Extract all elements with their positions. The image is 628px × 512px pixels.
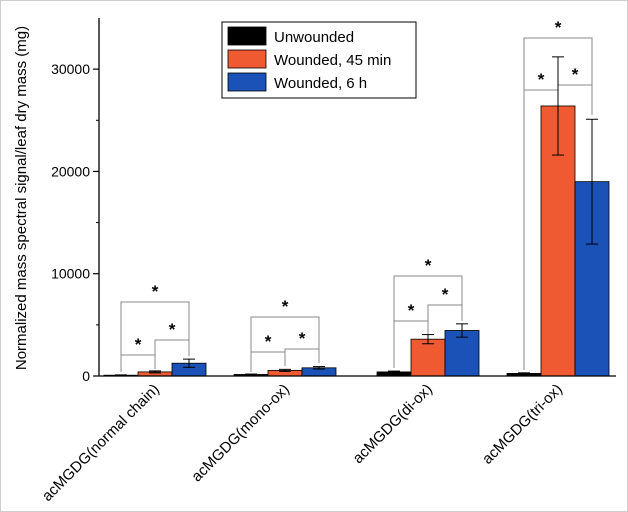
y-tick-label: 30000: [51, 61, 90, 77]
y-ticks: 0 10000 20000 30000: [51, 61, 99, 384]
legend-label: Wounded, 45 min: [274, 52, 391, 69]
significance-bracket: [523, 37, 593, 370]
significance-brackets: * * * * * * * * * * * *: [120, 18, 593, 372]
bar: [444, 330, 480, 377]
significance-star: *: [555, 18, 562, 37]
significance-star: *: [442, 285, 449, 304]
significance-bracket: [250, 316, 320, 372]
significance-bracket: [427, 304, 463, 334]
x-category-label: acMGDG(mono-ox): [188, 381, 293, 486]
y-axis-label: Normalized mass spectral signal/leaf dry…: [13, 26, 30, 370]
x-category-label: acMGDG(tri-ox): [479, 381, 566, 468]
x-category-label: acMGDG(normal chain): [39, 381, 163, 505]
y-tick-label: 20000: [51, 163, 90, 179]
axes: [98, 18, 616, 377]
y-tick-label: 0: [82, 368, 90, 384]
legend-swatch: [227, 72, 267, 92]
significance-star: *: [265, 332, 272, 351]
bars: [103, 105, 610, 377]
significance-star: *: [408, 301, 415, 320]
legend-swatch: [227, 26, 267, 46]
significance-star: *: [135, 335, 142, 354]
error-bars: [115, 56, 598, 376]
significance-star: *: [299, 329, 306, 348]
legend-label: Wounded, 6 h: [274, 75, 367, 92]
significance-bracket: [120, 301, 190, 372]
x-category-labels: acMGDG(normal chain) acMGDG(mono-ox) acMGD…: [39, 381, 566, 505]
legend-swatch: [227, 49, 267, 69]
significance-star: *: [538, 70, 545, 89]
x-category-label: acMGDG(di-ox): [350, 381, 436, 467]
significance-star: *: [169, 320, 176, 339]
significance-star: *: [152, 282, 159, 301]
bar: [410, 338, 446, 377]
y-tick-label: 10000: [51, 266, 90, 282]
significance-star: *: [282, 297, 289, 316]
significance-bracket: [393, 275, 463, 368]
significance-bracket: [120, 354, 156, 372]
significance-bracket: [284, 348, 320, 366]
significance-star: *: [425, 256, 432, 275]
legend: Unwounded Wounded, 45 min Wounded, 6 h: [221, 21, 417, 99]
significance-star: *: [572, 65, 579, 84]
legend-label: Unwounded: [274, 29, 354, 46]
